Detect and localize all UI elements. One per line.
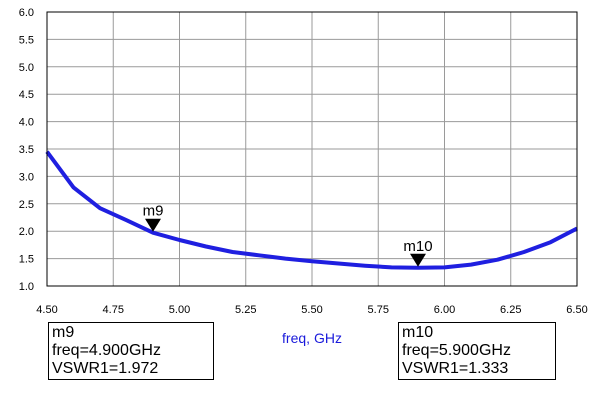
plot-frame [46, 11, 578, 287]
marker-triangle [145, 218, 161, 232]
marker-layer: m9 m10 [143, 203, 433, 267]
grid-lines [46, 11, 578, 287]
x-tick-label: 6.50 [566, 304, 587, 316]
y-tick-label: 6.0 [19, 7, 34, 19]
y-tick-label: 1.5 [19, 254, 34, 266]
x-tick-label: 5.50 [301, 304, 322, 316]
x-tick-label: 4.75 [103, 304, 124, 316]
x-axis-label: freq, GHz [282, 330, 342, 346]
marker-readout-freq: freq=4.900GHz [52, 342, 161, 359]
y-tick-label: 2.5 [19, 199, 34, 211]
series-layer [45, 150, 578, 270]
x-tick-label: 4.50 [36, 304, 57, 316]
series-line [45, 150, 578, 270]
marker-triangle [410, 253, 426, 267]
marker-readout-vswr: VSWR1=1.333 [402, 360, 509, 377]
x-tick-labels: 4.50 4.75 5.00 5.25 5.50 5.75 6.00 6.25 6.50 [36, 304, 587, 316]
y-tick-label: 3.5 [19, 144, 34, 156]
y-tick-label: 5.5 [19, 34, 34, 46]
y-tick-label: 4.0 [19, 117, 34, 129]
x-tick-label: 6.25 [500, 304, 521, 316]
y-tick-label: 3.0 [19, 171, 34, 183]
marker-readout-m9: m9 freq=4.900GHz VSWR1=1.972 [48, 322, 214, 380]
marker-readout-name: m9 [52, 324, 75, 341]
marker-readout-vswr: VSWR1=1.972 [52, 360, 159, 377]
y-tick-label: 5.0 [19, 62, 34, 74]
y-tick-label: 4.5 [19, 89, 34, 101]
marker-label: m9 [143, 203, 164, 220]
x-tick-label: 5.75 [368, 304, 389, 316]
marker-readout-m10: m10 freq=5.900GHz VSWR1=1.333 [398, 322, 556, 380]
y-tick-labels: 1.0 1.5 2.0 2.5 3.0 3.5 4.0 4.5 5.0 5.5 6.0 [19, 7, 34, 293]
x-tick-label: 5.00 [169, 304, 190, 316]
marker-readout-freq: freq=5.900GHz [402, 342, 511, 359]
x-tick-label: 5.25 [235, 304, 256, 316]
y-tick-label: 1.0 [19, 281, 34, 293]
x-tick-label: 6.00 [434, 304, 455, 316]
y-tick-label: 2.0 [19, 226, 34, 238]
marker-readout-name: m10 [402, 324, 434, 341]
marker-label: m10 [403, 238, 432, 255]
